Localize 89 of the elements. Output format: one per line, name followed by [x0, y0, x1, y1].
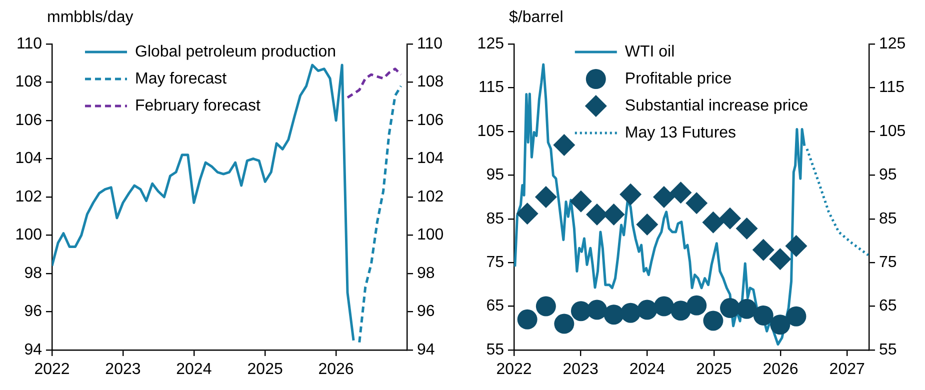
y-tick-label: 100 [15, 226, 42, 244]
line-series [806, 148, 869, 256]
x-tick-label: 2024 [176, 361, 212, 378]
y2-tick-label: 100 [417, 226, 444, 244]
y2-tick-label: 94 [417, 341, 435, 358]
point [636, 214, 658, 236]
point [770, 314, 790, 335]
point [702, 211, 724, 234]
point [604, 304, 624, 325]
point [553, 134, 576, 156]
point [686, 192, 708, 214]
point [752, 238, 774, 261]
y-tick-label: 75 [486, 254, 504, 271]
point [536, 296, 556, 316]
y-tick-label: 125 [477, 35, 504, 52]
y-tick-label: 65 [486, 298, 504, 315]
y-tick-label: 105 [477, 122, 504, 140]
point [736, 217, 758, 240]
y2-tick-label: 104 [417, 150, 444, 168]
y2-tick-label: 110 [417, 35, 443, 52]
legend-label: Substantial increase price [624, 97, 808, 114]
point [554, 314, 574, 334]
y-tick-label: 98 [24, 264, 42, 282]
x-tick-label: 2024 [629, 361, 666, 378]
point [769, 248, 792, 270]
y-tick-label: 106 [15, 112, 42, 129]
x-tick-label: 2025 [696, 361, 732, 378]
y2-tick-label: 125 [879, 35, 906, 52]
y-tick-label: 94 [24, 341, 42, 358]
x-tick-label: 2022 [34, 361, 70, 378]
point [720, 298, 740, 318]
y2-tick-label: 115 [879, 79, 905, 96]
point [785, 234, 808, 257]
y2-tick-label: 95 [879, 166, 897, 184]
x-tick-label: 2022 [496, 361, 532, 378]
point [637, 300, 658, 320]
legend-label: Global petroleum production [135, 43, 336, 60]
line-series [346, 68, 402, 99]
y-tick-label: 55 [486, 341, 504, 358]
y-axis-title: $/barrel [509, 9, 564, 26]
y2-tick-label: 75 [879, 254, 897, 271]
point [534, 186, 557, 208]
y2-tick-label: 108 [417, 74, 444, 91]
x-tick-label: 2023 [562, 361, 598, 378]
y2-tick-label: 102 [417, 188, 444, 206]
point [686, 295, 707, 316]
x-tick-label: 2026 [762, 361, 798, 378]
line-series [358, 84, 402, 344]
point [570, 190, 592, 212]
point [652, 186, 675, 208]
point [670, 300, 691, 321]
y2-tick-label: 98 [417, 264, 435, 282]
y-axis-title: mmbbls/day [47, 9, 134, 26]
x-tick-label: 2026 [318, 361, 354, 378]
point [703, 310, 724, 331]
legend-label: February forecast [135, 97, 261, 114]
point [517, 309, 538, 330]
point [654, 296, 674, 316]
point [786, 306, 806, 326]
legend-label: May 13 Futures [624, 124, 736, 142]
y-tick-label: 104 [15, 150, 42, 168]
point [736, 298, 757, 319]
y-tick-label: 115 [478, 79, 504, 96]
legend-label: Profitable price [624, 70, 732, 88]
point [753, 305, 774, 326]
y-tick-label: 102 [15, 188, 42, 206]
y2-tick-label: 105 [879, 122, 906, 140]
y-tick-label: 110 [16, 35, 42, 52]
y2-tick-label: 85 [879, 210, 897, 228]
y-tick-label: 108 [15, 74, 42, 91]
y-tick-label: 95 [486, 166, 504, 184]
y2-tick-label: 55 [879, 341, 897, 358]
x-tick-label: 2027 [829, 361, 866, 378]
y2-tick-label: 106 [417, 112, 444, 129]
y-tick-label: 85 [486, 210, 504, 228]
point [620, 183, 642, 206]
y2-tick-label: 65 [879, 298, 897, 315]
point [670, 182, 692, 204]
legend-label: May forecast [135, 70, 228, 88]
x-tick-label: 2023 [105, 361, 141, 378]
point [570, 301, 591, 322]
point [587, 300, 608, 320]
point [620, 302, 641, 323]
y2-tick-label: 96 [417, 303, 435, 320]
point [718, 207, 741, 230]
y-tick-label: 96 [24, 303, 42, 320]
point [516, 202, 538, 225]
legend-label: WTI oil [624, 43, 675, 60]
x-tick-label: 2025 [247, 361, 283, 378]
